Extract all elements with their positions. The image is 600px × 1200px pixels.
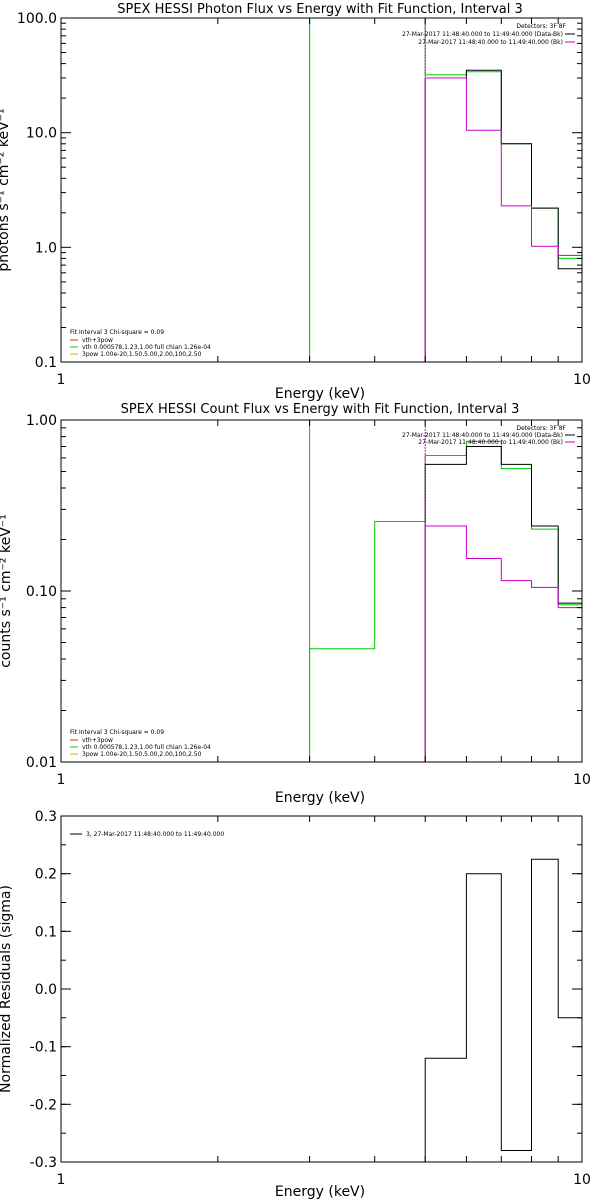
panel1-ytick-label: 100.0 — [17, 11, 57, 27]
panel1-model-histogram — [309, 17, 582, 362]
panel3-ytick-label: 0.1 — [35, 924, 57, 940]
panel2-xtick-label: 10 — [573, 772, 591, 788]
panel1-series — [309, 17, 582, 362]
panel2-ytick-label: 1.00 — [26, 413, 57, 429]
panel2-xtick-label: 1 — [57, 772, 66, 788]
panel2-xlabel: Energy (keV) — [275, 790, 365, 806]
panel3-ytick-label: 0.3 — [35, 809, 57, 825]
panel1-axes: 100.0 10.0 1.0 0.11 10 — [17, 11, 591, 388]
panel3-legend: 3, 27-Mar-2017 11:48:40.000 to 11:49:40.… — [70, 831, 224, 838]
panel1-ytick-label: 1.0 — [35, 240, 57, 256]
panel2-legend-detectors: Detectors: 3F 8F — [516, 425, 566, 432]
panel2-ylabel: counts s⁻¹ cm⁻² keV⁻¹ — [0, 514, 14, 668]
panel1-title: SPEX HESSI Photon Flux vs Energy with Fi… — [117, 2, 523, 17]
panel3-frame — [60, 815, 583, 1163]
panel1-legend-bk: 27-Mar-2017 11:48:40.000 to 11:49:40.000… — [418, 39, 563, 46]
panel3-legend-label: 3, 27-Mar-2017 11:48:40.000 to 11:49:40.… — [86, 831, 224, 838]
panel1-legend-data-bk: 27-Mar-2017 11:48:40.000 to 11:49:40.000… — [402, 31, 563, 38]
panel1-legend-right: Detectors: 3F 8F 27-Mar-2017 11:48:40.00… — [402, 23, 575, 46]
panel1-fit-3pow: 3pow 1.00e-20,1.50,5.00,2.00,100,2.50 — [82, 351, 202, 358]
panel1-ytick-label: 0.1 — [35, 355, 57, 371]
count-flux-panel: SPEX HESSI Count Flux vs Energy with Fit… — [0, 402, 591, 806]
panel1-xtick-label: 10 — [573, 372, 591, 388]
panel3-xlabel: Energy (keV) — [275, 1184, 365, 1200]
panel2-fit-vth: vth 0.000578,1.23,1.00 full chian 1.26e-… — [82, 744, 211, 751]
panel2-model-histogram — [309, 440, 582, 762]
panel3-series — [424, 858, 582, 1162]
panel1-fit-summary: Fit Interval 3 Chi-square = 0.09 — [70, 329, 164, 336]
panel2-legend-data-bk: 27-Mar-2017 11:48:40.000 to 11:49:40.000… — [402, 432, 563, 439]
panel1-fit-vth: vth 0.000578,1.23,1.00 full chian 1.26e-… — [82, 344, 211, 351]
panel2-fit-3pow: 3pow 1.00e-20,1.50,5.00,2.00,100,2.50 — [82, 751, 202, 758]
panel3-ytick-label: -0.2 — [30, 1097, 57, 1113]
panel3-ytick-label: -0.3 — [30, 1155, 57, 1171]
panel2-data-histogram — [424, 446, 582, 762]
panel1-frame — [60, 17, 583, 363]
panel1-legend-left: Fit Interval 3 Chi-square = 0.09 vth+3po… — [70, 329, 211, 358]
panel2-background-histogram — [424, 525, 582, 762]
panel2-legend-left: Fit Interval 3 Chi-square = 0.09 vth+3po… — [70, 729, 211, 758]
panel2-legend-right: Detectors: 3F 8F 27-Mar-2017 11:48:40.00… — [402, 425, 575, 446]
panel2-ytick-label: 0.01 — [26, 755, 57, 771]
residuals-panel: 0.3 0.2 0.1 0.0 -0.1 -0.2 -0.31 10 Energy (keV)… — [0, 809, 591, 1200]
panel2-axes: 1.00 0.10 0.011 10 — [26, 413, 591, 788]
panel2-series — [309, 420, 582, 762]
panel1-ytick-label: 10.0 — [26, 126, 57, 142]
panel2-fit-component: vth+3pow — [82, 737, 113, 744]
panel3-xtick-label: 1 — [57, 1172, 66, 1188]
panel3-data-histogram — [424, 858, 582, 1162]
panel2-title: SPEX HESSI Count Flux vs Energy with Fit… — [121, 402, 520, 417]
panel3-ytick-label: 0.2 — [35, 867, 57, 883]
panel1-ylabel: photons s⁻¹ cm⁻² keV⁻¹ — [0, 108, 12, 271]
panel1-xlabel: Energy (keV) — [275, 386, 365, 402]
panel1-fit-component: vth+3pow — [82, 337, 113, 344]
panel3-xtick-label: 10 — [573, 1172, 591, 1188]
panel2-legend-bk: 27-Mar-2017 11:48:40.000 to 11:49:40.000… — [418, 439, 563, 446]
panel3-axes: 0.3 0.2 0.1 0.0 -0.1 -0.2 -0.31 10 — [30, 809, 591, 1188]
photon-flux-panel: SPEX HESSI Photon Flux vs Energy with Fi… — [0, 2, 591, 402]
panel1-background-histogram — [424, 77, 582, 362]
panel2-fit-summary: Fit Interval 3 Chi-square = 0.09 — [70, 729, 164, 736]
panel1-legend-detectors: Detectors: 3F 8F — [516, 23, 566, 30]
panel1-xtick-label: 1 — [57, 372, 66, 388]
panel2-ytick-label: 0.10 — [26, 584, 57, 600]
panel3-ytick-label: -0.1 — [30, 1040, 57, 1056]
panel3-ytick-label: 0.0 — [35, 982, 57, 998]
panel1-data-histogram — [424, 69, 582, 362]
panel3-ylabel: Normalized Residuals (sigma) — [0, 885, 14, 1093]
panel2-frame — [60, 419, 583, 763]
